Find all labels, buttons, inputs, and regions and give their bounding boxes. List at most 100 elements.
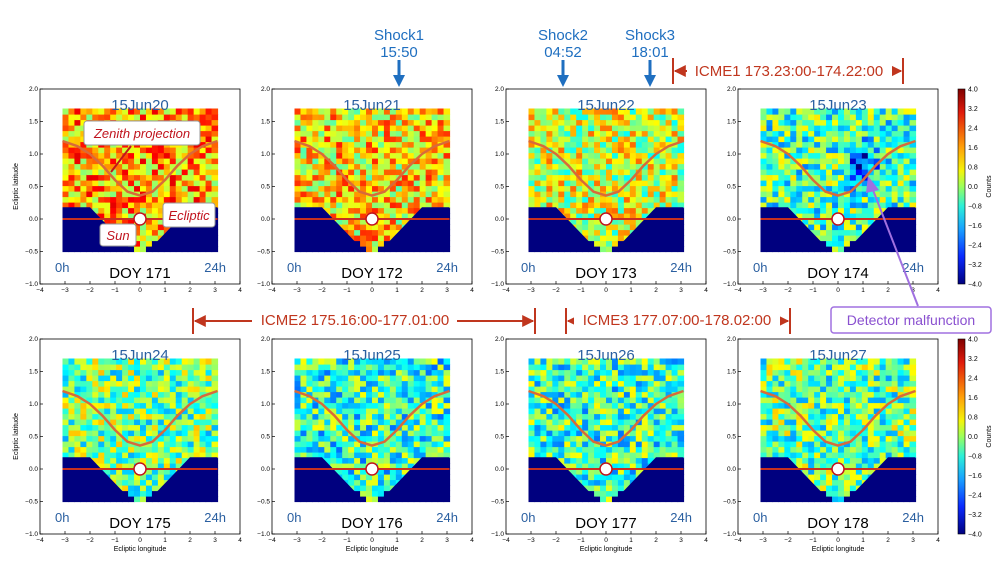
heatmap-cell xyxy=(193,158,201,165)
heatmap-cell xyxy=(570,424,577,431)
heatmap-cell xyxy=(377,114,385,121)
heatmap-cell xyxy=(611,463,619,470)
heatmap-cell xyxy=(659,424,667,431)
heatmap-cell xyxy=(564,457,571,464)
heatmap-cell xyxy=(796,196,803,203)
heatmap-cell xyxy=(419,119,427,126)
heatmap-cell xyxy=(832,235,839,242)
heatmap-cell xyxy=(175,430,183,437)
heatmap-cell xyxy=(582,441,589,448)
heatmap-cell xyxy=(145,114,153,121)
heatmap-cell xyxy=(294,380,302,387)
heatmap-cell xyxy=(425,391,433,398)
heatmap-cell xyxy=(92,386,99,393)
heatmap-cell xyxy=(419,446,427,453)
heatmap-cell xyxy=(122,424,129,431)
heatmap-cell xyxy=(134,419,141,426)
heatmap-cell xyxy=(546,375,553,382)
x-tick-label: 3 xyxy=(911,287,915,294)
heatmap-cell xyxy=(802,185,809,192)
heatmap-cell xyxy=(330,196,337,203)
heatmap-cell xyxy=(564,446,571,453)
heatmap-cell xyxy=(873,180,881,187)
heatmap-cell xyxy=(540,419,547,426)
heatmap-cell xyxy=(843,207,851,214)
heatmap-cell xyxy=(582,125,589,132)
heatmap-cell xyxy=(377,147,385,154)
heatmap-cell xyxy=(671,397,679,404)
heatmap-cell xyxy=(617,218,625,225)
y-tick-label: −0.5 xyxy=(25,499,38,506)
heatmap-cell xyxy=(330,452,337,459)
heatmap-cell xyxy=(897,169,905,176)
heatmap-cell xyxy=(659,196,667,203)
heatmap-cell xyxy=(157,191,165,198)
heatmap-cell xyxy=(600,435,607,442)
heatmap-cell xyxy=(342,158,349,165)
heatmap-cell xyxy=(611,185,619,192)
heatmap-cell xyxy=(606,419,613,426)
heatmap-cell xyxy=(401,108,409,115)
heatmap-cell xyxy=(546,369,553,376)
heatmap-cell xyxy=(92,402,99,409)
heatmap-cell xyxy=(92,391,99,398)
heatmap-cell xyxy=(617,130,625,137)
heatmap-cell xyxy=(294,358,302,365)
heatmap-cell xyxy=(617,474,625,481)
heatmap-cell xyxy=(151,218,159,225)
heatmap-cell xyxy=(576,213,583,220)
heatmap-cell xyxy=(62,158,70,165)
heatmap-cell xyxy=(588,397,595,404)
heatmap-cell xyxy=(348,358,355,365)
x-tick-label: 2 xyxy=(420,287,424,294)
heatmap-cell xyxy=(629,130,637,137)
heatmap-cell xyxy=(540,119,547,126)
heatmap-cell xyxy=(199,196,207,203)
heatmap-cell xyxy=(348,191,355,198)
heatmap-cell xyxy=(838,196,845,203)
heatmap-cell xyxy=(169,380,177,387)
x-tick-label: 3 xyxy=(213,537,217,544)
heatmap-cell xyxy=(407,364,415,371)
heatmap-cell xyxy=(528,430,536,437)
heatmap-cell xyxy=(395,202,403,209)
heatmap-cell xyxy=(140,152,147,159)
y-tick-label: 0.0 xyxy=(261,216,270,223)
heatmap-cell xyxy=(294,413,302,420)
heatmap-cell xyxy=(342,452,349,459)
heatmap-cell xyxy=(104,185,111,192)
heatmap-cell xyxy=(635,119,643,126)
heatmap-cell xyxy=(86,441,93,448)
heatmap-cell xyxy=(140,496,147,503)
heatmap-cell xyxy=(169,446,177,453)
heatmap-cell xyxy=(647,202,655,209)
heatmap-cell xyxy=(211,430,219,437)
heatmap-cell xyxy=(814,141,821,148)
heatmap-cell xyxy=(145,391,153,398)
heatmap-cell xyxy=(606,136,613,143)
heatmap-cell xyxy=(110,463,117,470)
heatmap-cell xyxy=(909,191,917,198)
heatmap-cell xyxy=(814,224,821,231)
heatmap-cell xyxy=(431,119,439,126)
heatmap-cell xyxy=(843,229,851,236)
heatmap-cell xyxy=(564,125,571,132)
heatmap-cell xyxy=(389,114,397,121)
heatmap-cell xyxy=(395,457,403,464)
heatmap-cell xyxy=(814,169,821,176)
heatmap-cell xyxy=(629,430,637,437)
heatmap-cell xyxy=(873,125,881,132)
heatmap-cell xyxy=(606,386,613,393)
heatmap-cell xyxy=(163,114,171,121)
heatmap-cell xyxy=(377,141,385,148)
heatmap-cell xyxy=(122,207,129,214)
heatmap-cell xyxy=(867,119,875,126)
heatmap-cell xyxy=(151,180,159,187)
heatmap-cell xyxy=(600,364,607,371)
heatmap-cell xyxy=(570,435,577,442)
heatmap-cell xyxy=(360,419,367,426)
heatmap-cell xyxy=(540,452,547,459)
heatmap-cell xyxy=(318,114,325,121)
heatmap-cell xyxy=(62,141,70,148)
heatmap-cell xyxy=(849,114,857,121)
